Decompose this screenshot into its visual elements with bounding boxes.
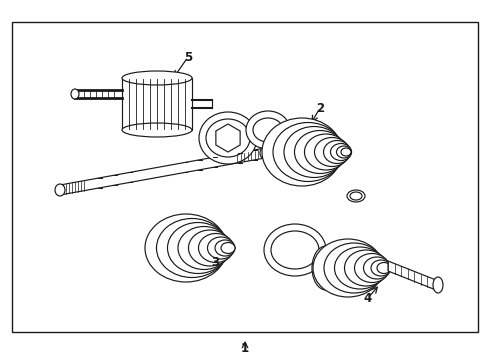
Ellipse shape (323, 140, 350, 163)
Ellipse shape (154, 233, 172, 263)
Ellipse shape (168, 222, 228, 274)
Text: 2: 2 (316, 102, 324, 114)
Ellipse shape (317, 253, 335, 283)
Ellipse shape (377, 262, 391, 274)
Ellipse shape (341, 148, 351, 156)
Ellipse shape (199, 112, 257, 164)
Ellipse shape (330, 144, 351, 161)
Ellipse shape (315, 138, 349, 166)
Ellipse shape (198, 234, 234, 262)
Polygon shape (388, 261, 436, 290)
Ellipse shape (312, 246, 340, 290)
Ellipse shape (55, 184, 65, 196)
Ellipse shape (433, 277, 443, 293)
Ellipse shape (145, 214, 227, 282)
Ellipse shape (71, 89, 79, 99)
Ellipse shape (273, 122, 343, 181)
Ellipse shape (206, 119, 250, 157)
Ellipse shape (350, 192, 362, 200)
Ellipse shape (313, 239, 383, 297)
Ellipse shape (354, 253, 390, 283)
Ellipse shape (344, 250, 388, 286)
Text: 3: 3 (211, 256, 219, 269)
Ellipse shape (294, 131, 345, 174)
Ellipse shape (189, 230, 231, 266)
Ellipse shape (267, 132, 293, 172)
Ellipse shape (271, 231, 319, 269)
Ellipse shape (262, 118, 342, 186)
Ellipse shape (364, 257, 391, 279)
Ellipse shape (264, 224, 326, 276)
Ellipse shape (122, 71, 192, 85)
Ellipse shape (260, 147, 270, 159)
Ellipse shape (335, 247, 386, 289)
Ellipse shape (304, 134, 347, 170)
Ellipse shape (215, 240, 235, 256)
Ellipse shape (178, 226, 230, 270)
Ellipse shape (149, 226, 177, 270)
Text: 4: 4 (364, 292, 372, 305)
Ellipse shape (272, 139, 288, 165)
Polygon shape (60, 148, 265, 195)
Ellipse shape (207, 237, 235, 259)
Text: 1: 1 (241, 342, 249, 355)
Ellipse shape (347, 190, 365, 202)
Ellipse shape (122, 123, 192, 137)
Bar (12, 22, 478, 332)
Ellipse shape (246, 111, 290, 149)
Ellipse shape (337, 146, 351, 158)
Ellipse shape (156, 219, 227, 278)
Ellipse shape (253, 118, 283, 142)
Ellipse shape (284, 126, 344, 177)
Ellipse shape (324, 243, 384, 293)
Text: 5: 5 (184, 50, 192, 63)
Ellipse shape (371, 260, 391, 276)
Ellipse shape (221, 243, 235, 253)
Bar (122, 78, 192, 130)
